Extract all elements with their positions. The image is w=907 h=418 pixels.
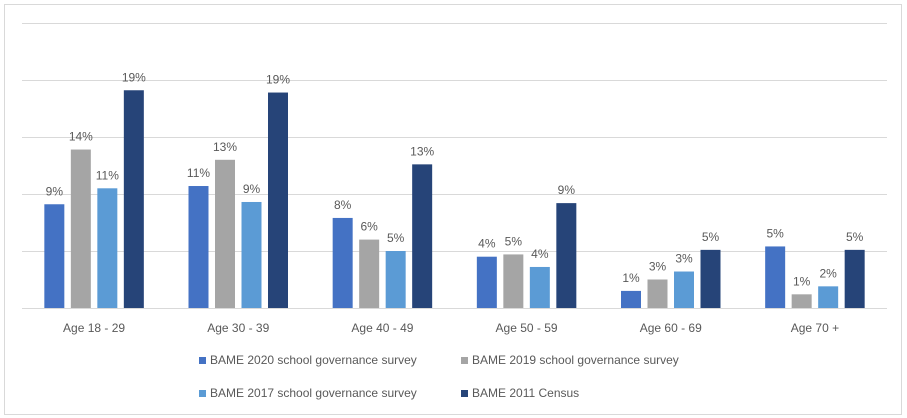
x-tick-label: Age 40 - 49 — [351, 321, 413, 335]
x-tick-label: Age 50 - 59 — [496, 321, 558, 335]
data-label: 5% — [387, 231, 405, 245]
bar — [44, 204, 65, 308]
legend-item: BAME 2017 school governance survey — [199, 386, 417, 400]
legend-label: BAME 2011 Census — [472, 386, 579, 400]
x-tick-label: Age 18 - 29 — [63, 321, 125, 335]
data-label: 4% — [478, 237, 496, 251]
data-label: 11% — [96, 168, 119, 182]
bar — [97, 188, 118, 308]
data-label: 19% — [266, 73, 290, 87]
x-tick-label: Age 60 - 69 — [640, 321, 702, 335]
data-label: 4% — [531, 247, 549, 261]
legend-label: BAME 2017 school governance survey — [210, 386, 417, 400]
data-label: 3% — [675, 252, 693, 266]
bar — [765, 246, 786, 308]
data-label: 9% — [46, 184, 64, 198]
data-label: 11% — [187, 166, 210, 180]
legend-item: BAME 2019 school governance survey — [461, 353, 679, 367]
data-label: 3% — [649, 260, 667, 274]
bar — [412, 164, 433, 308]
bar — [529, 266, 550, 308]
data-label: 6% — [360, 220, 378, 234]
bar — [700, 249, 721, 308]
legend-swatch — [461, 390, 468, 397]
bar — [621, 290, 641, 308]
data-label: 2% — [819, 266, 837, 280]
data-label: 9% — [243, 182, 261, 196]
bar — [70, 149, 91, 308]
bar — [818, 286, 839, 308]
bar — [359, 239, 380, 308]
legend-item: BAME 2020 school governance survey — [199, 353, 417, 367]
bar — [674, 271, 694, 308]
data-label: 5% — [505, 234, 523, 248]
bar — [844, 249, 865, 308]
bar — [268, 92, 288, 308]
bar — [332, 217, 353, 308]
bar — [791, 294, 812, 308]
bar — [476, 256, 497, 308]
bars — [44, 90, 865, 308]
x-tick-label: Age 70 + — [791, 321, 839, 335]
legend-label: BAME 2019 school governance survey — [472, 353, 679, 367]
legend: BAME 2020 school governance survey BAME 2… — [199, 353, 679, 400]
data-label: 19% — [122, 70, 146, 84]
bar — [385, 251, 406, 308]
legend-swatch — [199, 357, 206, 364]
legend-swatch — [199, 390, 206, 397]
data-label: 13% — [410, 144, 434, 158]
data-label: 13% — [213, 140, 237, 154]
x-axis-tick-labels: Age 18 - 29 Age 30 - 39 Age 40 - 49 Age 50 … — [63, 321, 839, 335]
x-tick-label: Age 30 - 39 — [207, 321, 269, 335]
legend-swatch — [461, 357, 468, 364]
data-label: 1% — [793, 274, 811, 288]
data-label: 8% — [334, 198, 352, 212]
bar — [123, 90, 144, 308]
gridlines — [22, 23, 887, 309]
data-label: 5% — [702, 230, 720, 244]
bar — [503, 254, 524, 308]
data-label: 1% — [622, 271, 640, 285]
bar — [241, 201, 262, 308]
bar — [556, 203, 577, 308]
data-labels: 9%14%11%19%11%13%9%19%8%6%5%13%4% 5%4%9%1… — [46, 70, 864, 288]
legend-item: BAME 2011 Census — [461, 386, 579, 400]
data-label: 9% — [558, 183, 576, 197]
bar — [188, 186, 209, 308]
data-label: 5% — [846, 230, 864, 244]
data-label: 14% — [69, 130, 93, 144]
chart-frame — [4, 4, 902, 415]
data-label: 5% — [766, 226, 784, 240]
bar — [647, 279, 668, 308]
bar — [215, 159, 235, 308]
legend-label: BAME 2020 school governance survey — [210, 353, 417, 367]
